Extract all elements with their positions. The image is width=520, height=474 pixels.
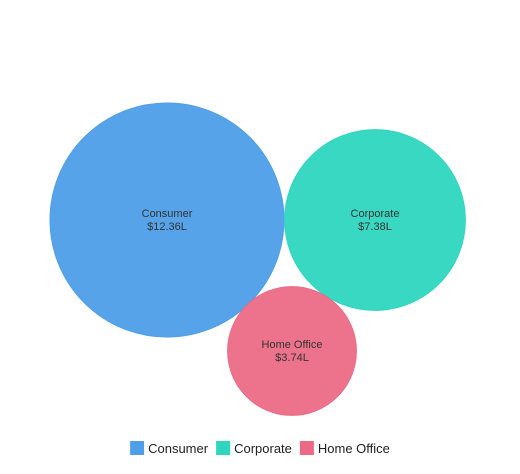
bubble-name-label: Home Office [262,339,323,351]
bubble-consumer[interactable]: Consumer$12.36L [49,102,285,338]
legend-swatch [216,441,231,455]
legend-item-consumer[interactable]: Consumer [130,441,209,456]
bubble-name-label: Consumer [142,208,193,220]
legend: Consumer Corporate Home Office [130,441,390,456]
legend-item-corporate[interactable]: Corporate [216,441,292,456]
bubble-value-label: $7.38L [358,221,392,233]
legend-label: Consumer [148,441,209,456]
bubble-value-label: $12.36L [147,221,187,233]
legend-swatch [130,441,145,455]
legend-item-home-office[interactable]: Home Office [299,441,390,456]
legend-label: Corporate [234,441,292,456]
bubble-name-label: Corporate [351,208,400,220]
bubble-circle-home-office[interactable] [227,286,357,416]
bubble-circle-consumer[interactable] [49,102,285,338]
legend-label: Home Office [318,441,390,456]
bubble-corporate[interactable]: Corporate$7.38L [284,129,466,311]
bubble-value-label: $3.74L [275,352,309,364]
bubble-circle-corporate[interactable] [284,129,466,311]
bubble-home-office[interactable]: Home Office$3.74L [227,286,357,416]
legend-swatch [299,441,314,455]
